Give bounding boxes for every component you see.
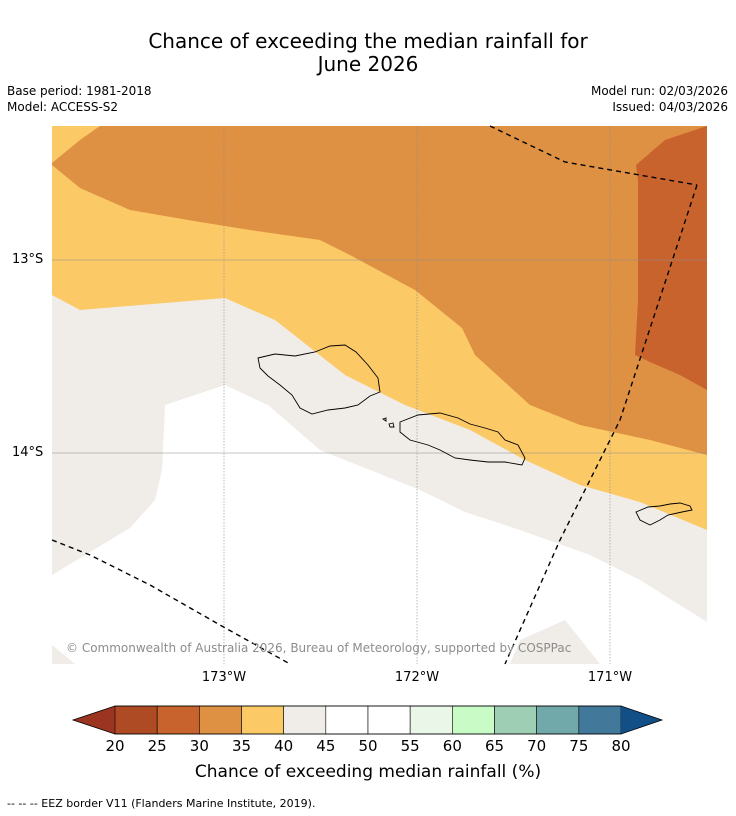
manono-islet xyxy=(381,417,387,422)
colorbar-segment xyxy=(156,705,200,735)
colorbar-tick-label: 30 xyxy=(189,737,209,755)
zone-30-35 xyxy=(52,126,707,455)
apolima-islet xyxy=(388,422,395,428)
tutuila-island xyxy=(635,502,693,526)
lon-label-171w: 171°W xyxy=(587,670,633,685)
colorbar-segment xyxy=(325,705,369,735)
savaii-island xyxy=(257,344,381,415)
colorbar-segment xyxy=(114,705,158,735)
colorbar-tick-label: 20 xyxy=(105,737,125,755)
eez-footnote: -- -- -- EEZ border V11 (Flanders Marine… xyxy=(7,797,316,810)
colorbar-tick-label: 60 xyxy=(442,737,462,755)
colorbar-segment xyxy=(452,705,495,735)
colorbar-tick-label: 80 xyxy=(611,737,631,755)
colorbar-segment xyxy=(241,705,284,735)
zone-40-45-bottom-left xyxy=(52,645,75,664)
copyright-notice: © Commonwealth of Australia 2026, Bureau… xyxy=(66,641,572,655)
colorbar-segment xyxy=(578,705,622,735)
map-fill-layers xyxy=(52,126,707,664)
eez-line-north xyxy=(489,125,698,186)
colorbar-segment xyxy=(199,705,242,735)
colorbar-tick-label: 35 xyxy=(231,737,252,755)
meta-left: Base period: 1981-2018 Model: ACCESS-S2 xyxy=(7,83,152,115)
coastlines xyxy=(257,344,693,526)
title-line-2: June 2026 xyxy=(317,52,419,76)
issued-date: Issued: 04/03/2026 xyxy=(612,100,728,114)
colorbar-tick-label: 75 xyxy=(569,737,589,755)
lat-label-13s: 13°S xyxy=(12,252,44,267)
colorbar-tick-label: 40 xyxy=(274,737,294,755)
colorbar-tick-label: 45 xyxy=(316,737,336,755)
lon-label-173w: 173°W xyxy=(201,670,247,685)
colorbar-tick-label: 70 xyxy=(527,737,547,755)
lon-label-172w: 172°W xyxy=(394,670,440,685)
model-run: Model run: 02/03/2026 xyxy=(590,84,728,98)
colorbar-tick-label: 65 xyxy=(484,737,505,755)
graticule xyxy=(52,126,707,664)
colorbar-segment xyxy=(494,705,537,735)
colorbar-segment xyxy=(409,705,453,735)
lat-label-14s: 14°S xyxy=(12,445,44,460)
eez-line-southwest xyxy=(51,539,291,665)
colorbar-outline xyxy=(71,705,664,735)
colorbar-over-arrow xyxy=(621,706,662,734)
colorbar-segment xyxy=(367,705,411,735)
zone-25-30 xyxy=(635,126,707,390)
chart-title: Chance of exceeding the median rainfall … xyxy=(0,30,736,76)
colorbar-segment xyxy=(536,705,580,735)
title-line-1: Chance of exceeding the median rainfall … xyxy=(148,29,588,53)
zone-40-45-bottom-right xyxy=(510,620,600,664)
eez-borders xyxy=(51,125,698,665)
upolu-island xyxy=(399,412,526,466)
colorbar-tick-label: 50 xyxy=(358,737,378,755)
model-name: Model: ACCESS-S2 xyxy=(7,100,119,114)
colorbar-segment xyxy=(283,705,327,735)
colorbar-under-arrow xyxy=(73,706,115,734)
meta-right: Model run: 02/03/2026 Issued: 04/03/2026 xyxy=(591,83,728,115)
base-period: Base period: 1981-2018 xyxy=(7,84,152,98)
colorbar-tick-label: 55 xyxy=(400,737,420,755)
colorbar-label: Chance of exceeding median rainfall (%) xyxy=(194,762,542,782)
colorbar-segments xyxy=(114,705,622,735)
colorbar-tick-label: 25 xyxy=(147,737,167,755)
